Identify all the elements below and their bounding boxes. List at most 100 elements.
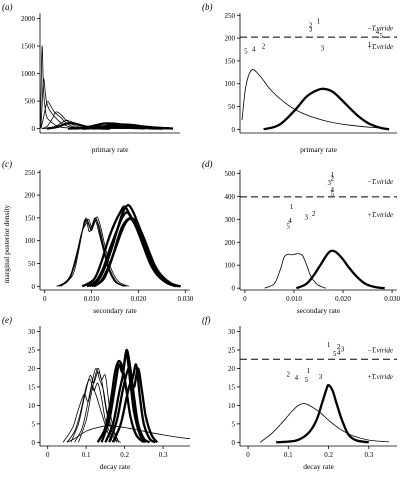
x-tick-label: 0.1 [284, 451, 293, 459]
shared-y-axis-title: marginal posterior density [2, 204, 11, 283]
x-tick-label: 0 [43, 295, 47, 303]
y-tick-label: 100 [225, 80, 236, 88]
y-tick-label: 20 [228, 365, 236, 373]
y-tick-label: 0 [232, 285, 236, 293]
y-tick-label: 1500 [21, 43, 36, 51]
density-curve-thick [276, 383, 369, 444]
y-tick-label: 50 [28, 260, 36, 268]
isolate-label: 5 [286, 223, 290, 231]
x-tick-label: 0 [46, 451, 50, 459]
isolate-label: 3 [341, 345, 345, 353]
density-curve-thin [264, 253, 327, 289]
panel-tag: (d) [202, 159, 213, 169]
density-curve-thin [40, 78, 128, 129]
x-tick-label: 0.1 [82, 451, 91, 459]
x-tick-label: 0.010 [84, 295, 100, 303]
panel-d: 0 100 200 300 400 500 0 0.010 0.020 0.030 (d) secon… [202, 159, 400, 315]
y-tick-label: 30 [228, 328, 236, 336]
density-curve-thin [62, 386, 114, 443]
y-tick-label: 0 [232, 126, 236, 134]
density-curve-thick [81, 205, 177, 288]
isolate-label: 4 [252, 46, 256, 54]
density-curve-thick [92, 125, 170, 130]
y-tick-label: 300 [225, 216, 236, 224]
isolate-label: 5 [330, 190, 334, 198]
y-tick-label: 200 [25, 192, 36, 200]
y-tick-label: 1000 [21, 70, 36, 78]
isolate-label: 3 [304, 214, 308, 222]
x-tick-label: 0.030 [177, 295, 193, 303]
plot-area [240, 358, 397, 444]
y-tick-label: 150 [225, 57, 236, 65]
x-tick-label: 0 [246, 451, 250, 459]
density-curve-thin [66, 425, 190, 443]
isolate-label: 1 [368, 41, 372, 49]
isolate-label: 3 [309, 25, 313, 33]
isolate-label: 2 [337, 343, 341, 351]
y-tick-label: 25 [28, 347, 36, 355]
y-tick-label: 50 [228, 103, 236, 111]
density-curve-thin [259, 403, 389, 443]
isolate-label: 2 [330, 175, 334, 183]
group-label: +T.viride [368, 211, 393, 219]
isolate-label: 2 [312, 210, 316, 218]
panel-tag: (b) [202, 2, 213, 12]
density-curve-thick [295, 249, 385, 290]
isolate-label: 1 [290, 203, 294, 211]
x-axis-title: primary rate [300, 145, 338, 154]
density-curve-thick [96, 359, 145, 444]
isolate-label: 5 [305, 376, 309, 384]
y-tick-label: 0 [32, 283, 36, 291]
isolate-label: 4 [376, 28, 380, 36]
x-tick-label: 0.030 [384, 295, 400, 303]
y-tick-label: 0 [232, 439, 236, 447]
plot-area [56, 203, 181, 288]
y-tick-label: 15 [228, 383, 236, 391]
panel-tag: (c) [2, 159, 12, 169]
x-axis-title: decay rate [303, 462, 334, 471]
group-label: +T.viride [368, 373, 393, 381]
y-tick-label: 10 [228, 402, 236, 410]
isolate-label: 3 [321, 45, 325, 53]
density-curve-thin [58, 219, 127, 287]
y-tick-label: 500 [25, 98, 36, 106]
plot-area [40, 45, 174, 130]
isolate-label: 5 [380, 32, 384, 40]
y-tick-label: 25 [228, 347, 236, 355]
isolate-label: 2 [287, 371, 291, 379]
density-curve-thick [108, 363, 156, 444]
density-curve-thin [74, 368, 120, 443]
isolate-label: 3 [319, 373, 323, 381]
isolate-label: 4 [288, 217, 292, 225]
isolate-label: 5 [333, 350, 337, 358]
isolate-label: 3 [328, 179, 332, 187]
y-tick-label: 400 [225, 193, 236, 201]
x-tick-label: 0.010 [286, 295, 302, 303]
y-tick-label: 100 [25, 237, 36, 245]
x-axis-title: primary rate [92, 145, 130, 154]
x-axis-title: secondary rate [297, 306, 341, 315]
y-tick-label: 0 [32, 439, 36, 447]
isolate-label: 1 [327, 341, 331, 349]
y-tick-label: 500 [225, 170, 236, 178]
x-tick-label: 0.020 [335, 295, 351, 303]
group-label: +T.viride [368, 43, 393, 51]
isolate-label: 2 [309, 21, 313, 29]
group-label: −T.viride [368, 25, 393, 33]
x-tick-label: 0.2 [324, 451, 333, 459]
density-curve-thin [60, 216, 130, 287]
x-axis-title: secondary rate [93, 306, 137, 315]
x-tick-label: 0.3 [159, 451, 168, 459]
isolate-label: 1 [317, 17, 321, 25]
density-curve-thin [88, 124, 167, 129]
y-tick-label: 5 [232, 420, 236, 428]
plot-area [240, 196, 397, 290]
isolate-label: 4 [330, 186, 334, 194]
isolate-label: 2 [262, 42, 266, 50]
density-curve-thick [112, 367, 159, 444]
density-curve-thick [263, 87, 390, 131]
x-tick-label: 0 [243, 295, 247, 303]
